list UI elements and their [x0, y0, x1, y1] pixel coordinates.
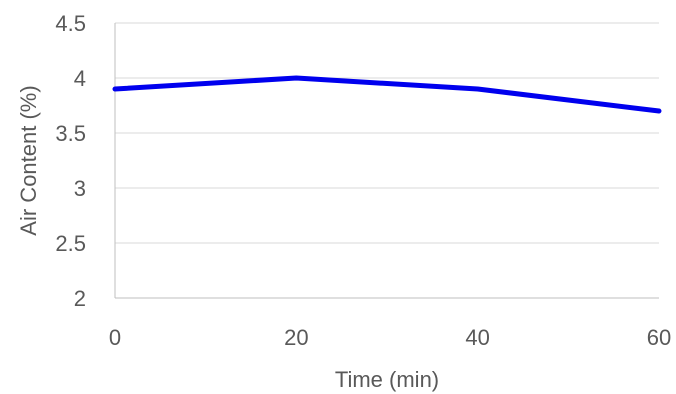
x-tick-label: 20	[284, 325, 308, 350]
y-tick-label: 2	[74, 286, 86, 311]
y-tick-label: 3	[74, 176, 86, 201]
x-tick-label: 0	[109, 325, 121, 350]
x-tick-label: 40	[465, 325, 489, 350]
series-line	[112, 75, 662, 114]
series-group	[112, 75, 662, 114]
y-tick-label: 4	[74, 66, 86, 91]
gridlines	[115, 22, 659, 244]
y-tick-label: 2.5	[55, 231, 86, 256]
x-axis-title: Time (min)	[335, 367, 439, 392]
y-axis-title: Air Content (%)	[16, 85, 41, 235]
y-tick-label: 3.5	[55, 121, 86, 146]
x-tick-labels: 0 20 40 60	[109, 325, 671, 350]
y-tick-label: 4.5	[55, 11, 86, 36]
y-tick-labels: 2 2.5 3 3.5 4 4.5	[55, 11, 86, 311]
x-tick-label: 60	[647, 325, 671, 350]
axes	[114, 23, 659, 299]
